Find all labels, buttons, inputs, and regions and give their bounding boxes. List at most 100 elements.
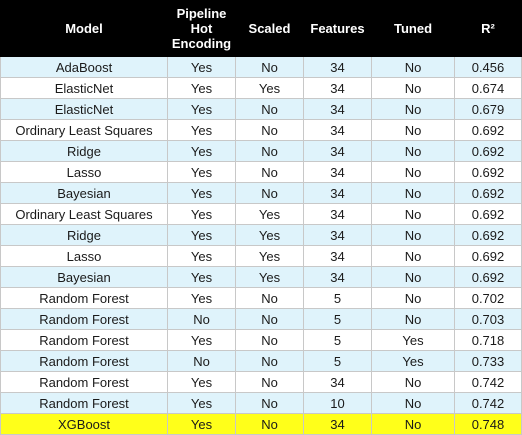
cell-r2: 0.692 bbox=[454, 245, 522, 267]
table-body: AdaBoost Yes No 34 No 0.456 ElasticNet Yes Yes 34… bbox=[0, 56, 522, 435]
cell-model: Bayesian bbox=[0, 266, 168, 288]
cell-model: Ordinary Least Squares bbox=[0, 119, 168, 141]
cell-model: Bayesian bbox=[0, 182, 168, 204]
cell-scaled: No bbox=[235, 350, 304, 372]
cell-model: Ridge bbox=[0, 224, 168, 246]
table-row: ElasticNet Yes Yes 34 No 0.674 bbox=[0, 77, 522, 99]
cell-r2: 0.692 bbox=[454, 140, 522, 162]
cell-r2: 0.748 bbox=[454, 413, 522, 435]
cell-pipeline-hot-encoding: Yes bbox=[167, 224, 236, 246]
cell-model: ElasticNet bbox=[0, 98, 168, 120]
cell-tuned: No bbox=[371, 245, 455, 267]
cell-r2: 0.692 bbox=[454, 161, 522, 183]
cell-tuned: No bbox=[371, 140, 455, 162]
cell-features: 5 bbox=[303, 350, 372, 372]
cell-r2: 0.679 bbox=[454, 98, 522, 120]
cell-scaled: No bbox=[235, 371, 304, 393]
cell-tuned: No bbox=[371, 266, 455, 288]
cell-model: Random Forest bbox=[0, 329, 168, 351]
cell-tuned: No bbox=[371, 224, 455, 246]
cell-model: Random Forest bbox=[0, 371, 168, 393]
table-header: Model Pipeline Hot Encoding Scaled Featu… bbox=[0, 0, 522, 57]
cell-features: 34 bbox=[303, 266, 372, 288]
cell-r2: 0.718 bbox=[454, 329, 522, 351]
table-row: Random Forest Yes No 5 No 0.702 bbox=[0, 287, 522, 309]
cell-scaled: No bbox=[235, 329, 304, 351]
cell-model: Random Forest bbox=[0, 287, 168, 309]
cell-scaled: No bbox=[235, 56, 304, 78]
cell-scaled: Yes bbox=[235, 77, 304, 99]
table-row: Lasso Yes No 34 No 0.692 bbox=[0, 161, 522, 183]
cell-scaled: No bbox=[235, 392, 304, 414]
cell-features: 34 bbox=[303, 413, 372, 435]
cell-scaled: No bbox=[235, 182, 304, 204]
cell-tuned: Yes bbox=[371, 350, 455, 372]
table-row: Bayesian Yes No 34 No 0.692 bbox=[0, 182, 522, 204]
cell-features: 34 bbox=[303, 140, 372, 162]
cell-tuned: No bbox=[371, 413, 455, 435]
cell-r2: 0.692 bbox=[454, 203, 522, 225]
table-row: Random Forest Yes No 10 No 0.742 bbox=[0, 392, 522, 414]
table-row: Random Forest No No 5 Yes 0.733 bbox=[0, 350, 522, 372]
cell-features: 34 bbox=[303, 119, 372, 141]
cell-r2: 0.674 bbox=[454, 77, 522, 99]
cell-scaled: Yes bbox=[235, 203, 304, 225]
cell-pipeline-hot-encoding: Yes bbox=[167, 77, 236, 99]
cell-pipeline-hot-encoding: Yes bbox=[167, 245, 236, 267]
cell-features: 34 bbox=[303, 224, 372, 246]
cell-r2: 0.692 bbox=[454, 266, 522, 288]
cell-pipeline-hot-encoding: Yes bbox=[167, 329, 236, 351]
cell-scaled: No bbox=[235, 413, 304, 435]
cell-features: 5 bbox=[303, 329, 372, 351]
cell-features: 5 bbox=[303, 287, 372, 309]
cell-scaled: No bbox=[235, 161, 304, 183]
cell-features: 34 bbox=[303, 161, 372, 183]
cell-pipeline-hot-encoding: Yes bbox=[167, 203, 236, 225]
cell-model: Ridge bbox=[0, 140, 168, 162]
table-row: Random Forest Yes No 34 No 0.742 bbox=[0, 371, 522, 393]
table-row: ElasticNet Yes No 34 No 0.679 bbox=[0, 98, 522, 120]
cell-tuned: No bbox=[371, 203, 455, 225]
cell-scaled: Yes bbox=[235, 245, 304, 267]
cell-pipeline-hot-encoding: Yes bbox=[167, 161, 236, 183]
header-row: Model Pipeline Hot Encoding Scaled Featu… bbox=[0, 0, 522, 57]
cell-r2: 0.703 bbox=[454, 308, 522, 330]
cell-pipeline-hot-encoding: No bbox=[167, 308, 236, 330]
cell-scaled: Yes bbox=[235, 266, 304, 288]
table-row: AdaBoost Yes No 34 No 0.456 bbox=[0, 56, 522, 78]
cell-model: Random Forest bbox=[0, 308, 168, 330]
cell-pipeline-hot-encoding: Yes bbox=[167, 140, 236, 162]
cell-pipeline-hot-encoding: Yes bbox=[167, 98, 236, 120]
cell-pipeline-hot-encoding: Yes bbox=[167, 287, 236, 309]
header-r2: R² bbox=[454, 0, 522, 57]
table-row: Ordinary Least Squares Yes No 34 No 0.692 bbox=[0, 119, 522, 141]
cell-pipeline-hot-encoding: Yes bbox=[167, 119, 236, 141]
cell-pipeline-hot-encoding: Yes bbox=[167, 413, 236, 435]
cell-tuned: No bbox=[371, 287, 455, 309]
cell-features: 34 bbox=[303, 182, 372, 204]
cell-r2: 0.733 bbox=[454, 350, 522, 372]
cell-model: Random Forest bbox=[0, 350, 168, 372]
cell-features: 10 bbox=[303, 392, 372, 414]
cell-tuned: No bbox=[371, 308, 455, 330]
cell-features: 34 bbox=[303, 245, 372, 267]
cell-model: Random Forest bbox=[0, 392, 168, 414]
cell-r2: 0.692 bbox=[454, 224, 522, 246]
table-row: Ordinary Least Squares Yes Yes 34 No 0.692 bbox=[0, 203, 522, 225]
cell-pipeline-hot-encoding: Yes bbox=[167, 371, 236, 393]
table-row: XGBoost Yes No 34 No 0.748 bbox=[0, 413, 522, 435]
cell-tuned: No bbox=[371, 161, 455, 183]
table-row: Random Forest Yes No 5 Yes 0.718 bbox=[0, 329, 522, 351]
cell-tuned: Yes bbox=[371, 329, 455, 351]
cell-r2: 0.702 bbox=[454, 287, 522, 309]
cell-features: 34 bbox=[303, 371, 372, 393]
cell-tuned: No bbox=[371, 119, 455, 141]
cell-scaled: No bbox=[235, 287, 304, 309]
cell-tuned: No bbox=[371, 182, 455, 204]
cell-scaled: Yes bbox=[235, 224, 304, 246]
cell-tuned: No bbox=[371, 56, 455, 78]
cell-pipeline-hot-encoding: Yes bbox=[167, 56, 236, 78]
header-scaled: Scaled bbox=[235, 0, 304, 57]
cell-tuned: No bbox=[371, 77, 455, 99]
